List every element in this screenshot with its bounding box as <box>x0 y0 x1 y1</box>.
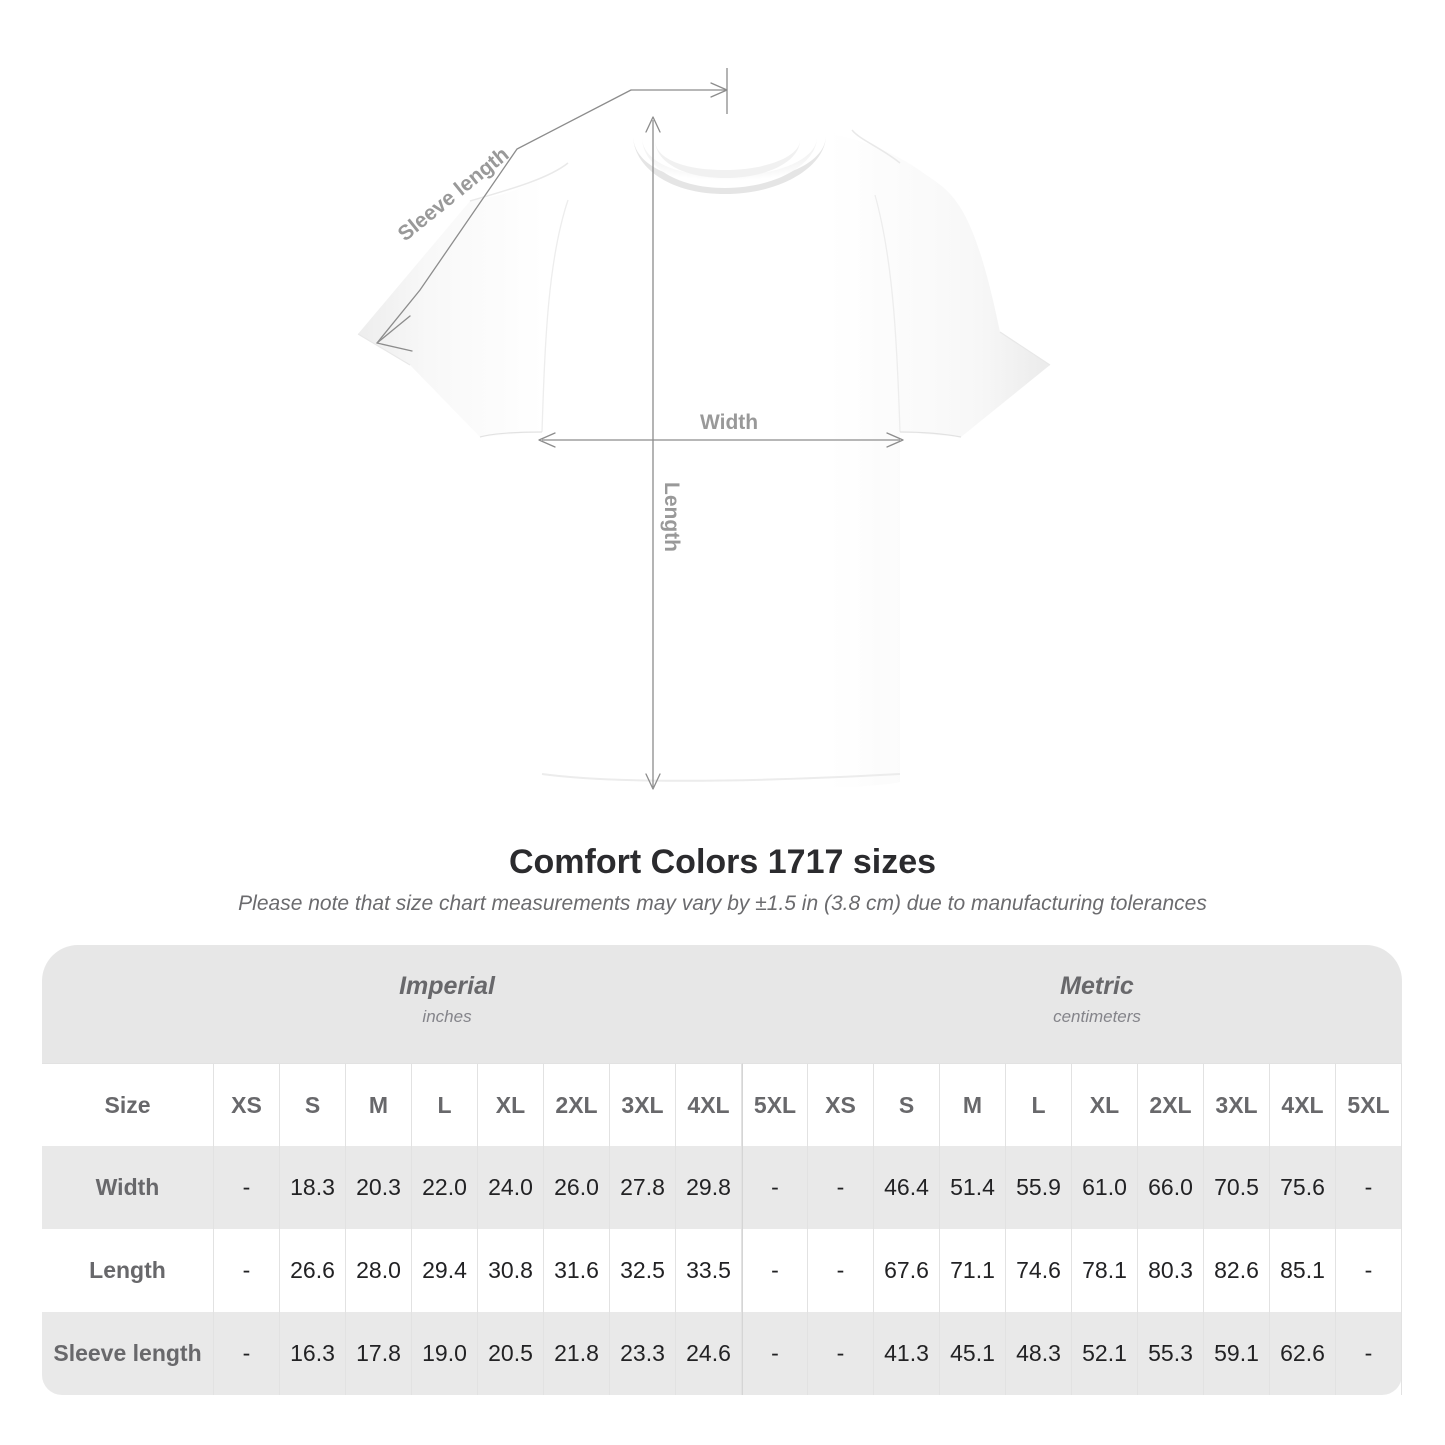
svg-text:Width: Width <box>700 411 758 434</box>
svg-text:Length: Length <box>660 482 683 552</box>
svg-text:Sleeve length: Sleeve length <box>394 143 514 246</box>
